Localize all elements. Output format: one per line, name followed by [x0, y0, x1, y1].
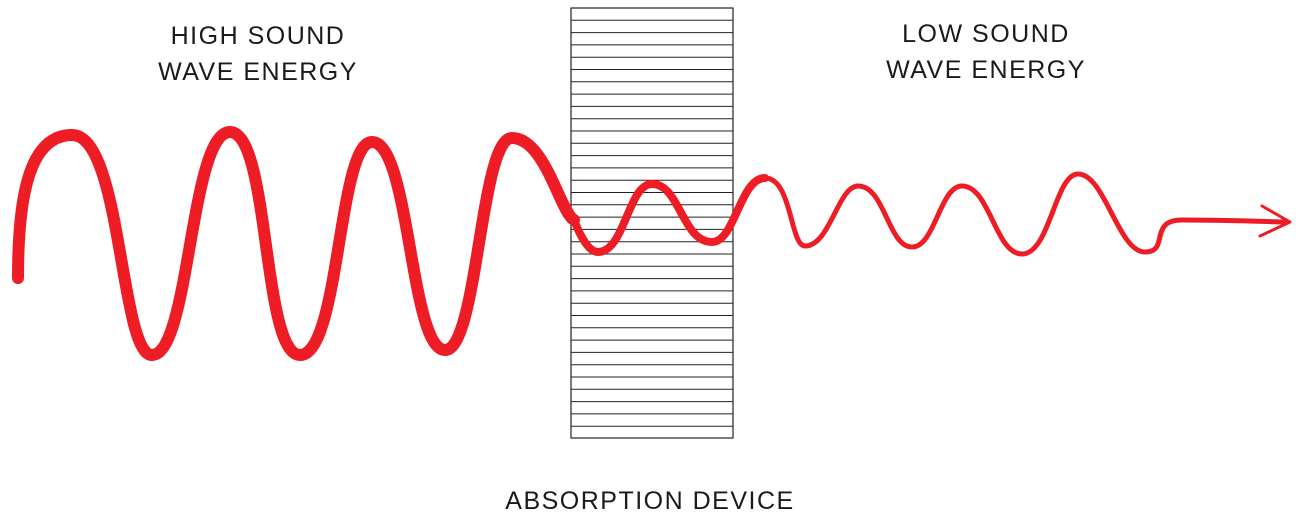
absorption-device-slats — [571, 19, 733, 427]
absorption-device-panel — [570, 7, 734, 439]
high-energy-wave-path — [12, 126, 580, 361]
sound-wave — [12, 126, 1292, 361]
low-energy-label-line2: WAVE ENERGY — [886, 56, 1086, 84]
high-energy-label-line1: HIGH SOUND — [170, 22, 346, 50]
low-energy-label: LOW SOUND WAVE ENERGY — [836, 16, 1136, 88]
absorption-device-label: ABSORPTION DEVICE — [505, 487, 795, 515]
high-energy-label: HIGH SOUND WAVE ENERGY — [108, 18, 408, 90]
low-energy-wave-path — [762, 171, 1287, 257]
wave-arrow-head-icon — [1258, 204, 1292, 238]
absorption-device-outline — [570, 7, 734, 439]
mid-energy-wave-path — [570, 174, 769, 256]
high-energy-label-line2: WAVE ENERGY — [158, 58, 358, 86]
low-energy-label-line1: LOW SOUND — [902, 20, 1070, 48]
